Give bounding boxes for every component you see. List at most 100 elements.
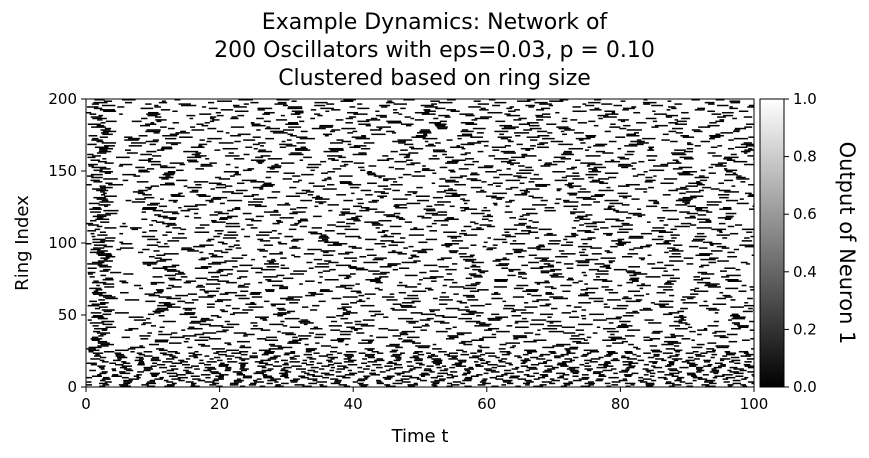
heatmap-cell <box>368 310 381 313</box>
heatmap-cell <box>280 264 285 267</box>
heatmap-cell <box>330 351 337 353</box>
heatmap-cell <box>314 266 330 268</box>
heatmap-cell <box>423 133 428 136</box>
heatmap-cell <box>176 374 186 376</box>
heatmap-cell <box>674 149 686 151</box>
heatmap-cell <box>146 129 161 131</box>
heatmap-cell <box>636 355 641 357</box>
heatmap-cell <box>403 339 413 341</box>
heatmap-cell <box>514 194 528 196</box>
heatmap-cell <box>564 348 578 350</box>
heatmap-cell <box>93 355 102 357</box>
heatmap-cell <box>90 248 101 251</box>
heatmap-cell <box>168 375 178 377</box>
heatmap-cell <box>295 192 307 195</box>
heatmap-cell <box>554 179 568 182</box>
heatmap-cell <box>691 240 703 242</box>
heatmap-cell <box>501 267 509 269</box>
heatmap-cell <box>522 290 538 293</box>
heatmap-cell <box>569 369 579 372</box>
heatmap-cell <box>225 155 240 157</box>
heatmap-cell <box>451 375 458 377</box>
heatmap-cell <box>665 114 678 117</box>
heatmap-cell <box>598 363 609 366</box>
heatmap-cell <box>292 336 298 339</box>
heatmap-cell <box>402 302 415 304</box>
heatmap-cell <box>747 195 754 197</box>
heatmap-cell <box>156 221 165 223</box>
heatmap-cell <box>570 212 576 215</box>
heatmap-cell <box>146 317 151 320</box>
heatmap-cell <box>394 204 407 206</box>
heatmap-cell <box>367 349 374 352</box>
heatmap-cell <box>492 182 503 185</box>
heatmap-cell <box>308 382 318 385</box>
heatmap-cell <box>336 194 347 196</box>
heatmap-cell <box>398 338 403 340</box>
heatmap-cell <box>410 162 421 164</box>
heatmap-cell <box>445 245 450 248</box>
heatmap-cell <box>324 178 332 180</box>
heatmap-cell <box>648 186 654 189</box>
heatmap-cell <box>320 345 332 347</box>
heatmap-cell <box>521 264 528 267</box>
heatmap-cell <box>181 363 190 366</box>
heatmap-cell <box>643 191 648 193</box>
heatmap-cell <box>330 329 340 331</box>
heatmap-cell <box>649 338 661 340</box>
heatmap-cell <box>737 325 749 327</box>
heatmap-cell <box>678 173 694 176</box>
heatmap-cell <box>520 365 528 367</box>
x-tick-label: 20 <box>210 395 229 413</box>
heatmap-cell <box>469 290 480 293</box>
heatmap-cell <box>487 363 498 366</box>
heatmap-cell <box>198 195 211 197</box>
heatmap-cell <box>513 287 524 290</box>
heatmap-cell <box>603 327 616 330</box>
heatmap-cell <box>459 255 474 258</box>
heatmap-cell <box>423 369 433 372</box>
heatmap-cell <box>227 215 238 218</box>
heatmap-cell <box>669 369 679 372</box>
heatmap-cell <box>474 222 479 225</box>
heatmap-cell <box>296 368 307 370</box>
heatmap-cell <box>308 291 317 294</box>
heatmap-cell <box>461 147 466 150</box>
heatmap-cell <box>485 303 492 305</box>
heatmap-cell <box>548 351 556 353</box>
heatmap-cell <box>672 268 680 271</box>
heatmap-cell <box>287 107 303 110</box>
heatmap-cell <box>597 114 609 117</box>
heatmap-cell <box>660 182 674 185</box>
heatmap-cell <box>208 107 218 110</box>
heatmap-cell <box>250 267 263 269</box>
heatmap-cell <box>679 315 684 317</box>
heatmap-cell <box>257 150 273 153</box>
heatmap-cell <box>471 119 478 121</box>
heatmap-cell <box>488 355 497 357</box>
heatmap-cell <box>112 374 119 376</box>
heatmap-cell <box>327 171 336 173</box>
heatmap-cell <box>668 361 675 363</box>
heatmap-cell <box>563 150 572 153</box>
heatmap-cell <box>744 361 752 363</box>
heatmap-cell <box>218 363 229 366</box>
heatmap-cell <box>667 363 675 366</box>
heatmap-cell <box>546 123 557 125</box>
heatmap-cell <box>518 276 522 278</box>
heatmap-cell <box>123 381 133 383</box>
heatmap-cell <box>248 384 257 386</box>
heatmap-cell <box>433 359 443 362</box>
heatmap-cell <box>504 231 510 233</box>
heatmap-cell <box>286 139 292 141</box>
heatmap-cell <box>689 363 698 366</box>
heatmap-cell <box>512 309 527 311</box>
heatmap-cell <box>588 120 596 123</box>
heatmap-cell <box>228 152 234 154</box>
heatmap-cell <box>336 232 346 235</box>
heatmap-cell <box>99 359 105 362</box>
heatmap-cell <box>277 221 284 223</box>
heatmap-cell <box>216 316 222 318</box>
heatmap-cell <box>664 283 674 285</box>
heatmap-cell <box>526 227 538 229</box>
